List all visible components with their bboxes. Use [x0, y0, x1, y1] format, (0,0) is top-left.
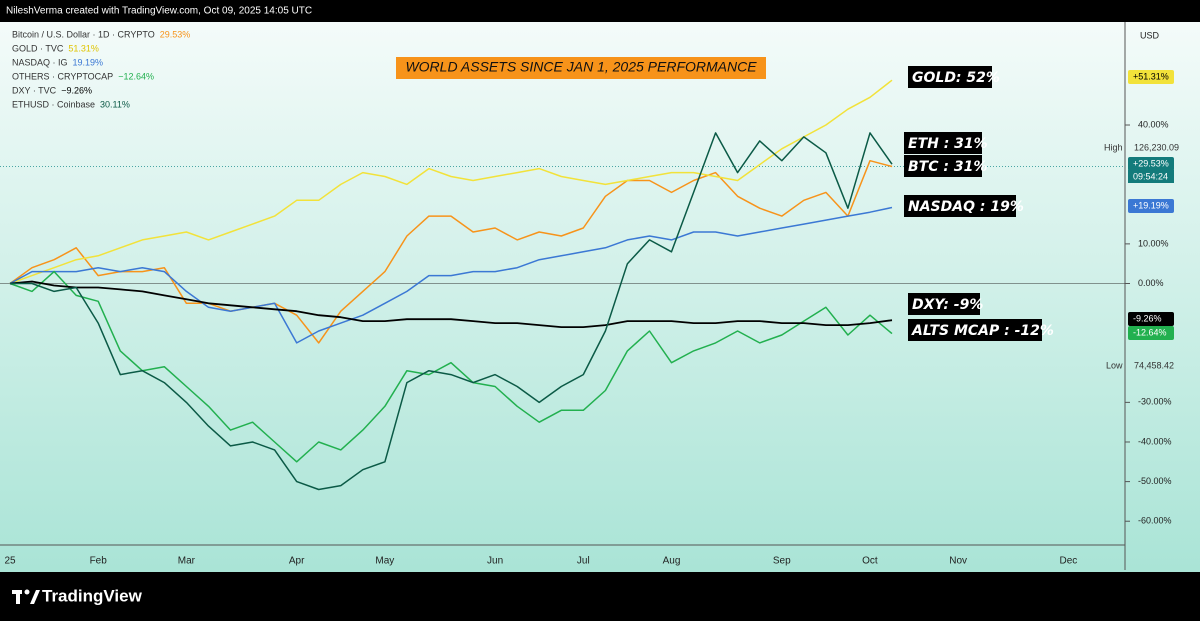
- last-value-label: +51.31%: [1133, 71, 1169, 81]
- annotation: NASDAQ : 19%: [908, 199, 1024, 215]
- x-tick-label: May: [375, 556, 394, 567]
- annotation-box: [908, 319, 1042, 341]
- legend-value: 51.31%: [68, 43, 99, 53]
- header-text: NileshVerma created with TradingView.com…: [6, 6, 312, 17]
- legend-name: ETHUSD · Coinbase: [12, 99, 95, 109]
- y-tick-label: -40.00%: [1138, 436, 1172, 446]
- annotation-box: [904, 195, 1016, 217]
- legend-name: DXY · TVC: [12, 85, 57, 95]
- countdown: 09:54:24: [1133, 171, 1168, 181]
- logo-part: [16, 590, 20, 604]
- logo: [12, 589, 40, 604]
- footer-text: TradingView: [42, 586, 143, 605]
- legend-value: −12.64%: [118, 71, 154, 81]
- x-tick-label: Apr: [289, 556, 305, 567]
- series-line: [9, 206, 893, 344]
- y-tick-label: 10.00%: [1138, 238, 1169, 248]
- x-tick-label: Mar: [178, 556, 196, 567]
- legend-name: NASDAQ · IG: [12, 57, 68, 67]
- annotation-box: [908, 66, 992, 88]
- y-tick-label: -30.00%: [1138, 397, 1172, 407]
- x-tick-label: Oct: [862, 556, 878, 567]
- last-value-label: +19.19%: [1133, 200, 1169, 210]
- annotation-box: [904, 155, 982, 177]
- x-tick-label: Nov: [949, 556, 967, 567]
- logo-part: [30, 590, 40, 604]
- x-tick-label: Jul: [577, 556, 590, 567]
- title-box: [396, 57, 766, 79]
- low-label: Low: [1106, 360, 1123, 370]
- currency-label: USD: [1140, 30, 1160, 40]
- annotation-box: [904, 132, 982, 154]
- x-tick-label: Aug: [663, 556, 681, 567]
- y-tick-label: 0.00%: [1138, 278, 1164, 288]
- x-tick-label: 25: [4, 556, 16, 567]
- chart-title: WORLD ASSETS SINCE JAN 1, 2025 PERFORMAN…: [405, 59, 757, 75]
- last-value-label: -9.26%: [1133, 313, 1162, 323]
- legend-value: 30.11%: [100, 99, 130, 109]
- legend-value: 19.19%: [73, 57, 104, 67]
- series-line: [9, 159, 893, 344]
- high-label: High: [1104, 142, 1123, 152]
- series-line: [9, 280, 893, 328]
- last-value-box: [1128, 157, 1174, 171]
- y-tick-label: -50.00%: [1138, 476, 1172, 486]
- countdown-box: [1128, 170, 1174, 183]
- low-value: 74,458.42: [1134, 360, 1174, 370]
- x-tick-label: Sep: [773, 556, 791, 567]
- last-value-box: [1128, 70, 1174, 84]
- last-value-label: +29.53%: [1133, 158, 1169, 168]
- legend-name: Bitcoin / U.S. Dollar · 1D · CRYPTO: [12, 29, 155, 39]
- header-bar: [0, 0, 1200, 22]
- last-value-box: [1128, 312, 1174, 326]
- y-tick-label: -60.00%: [1138, 516, 1172, 526]
- y-tick-label: 40.00%: [1138, 119, 1169, 129]
- series-line: [9, 79, 893, 285]
- annotation: GOLD: 52%: [912, 70, 1000, 86]
- annotation: ALTS MCAP : -12%: [911, 323, 1054, 339]
- legend-value: −9.26%: [61, 85, 92, 95]
- series-line: [10, 132, 893, 491]
- legend-value: 29.53%: [160, 29, 191, 39]
- last-value-box: [1128, 199, 1174, 213]
- annotation: ETH : 31%: [908, 136, 988, 152]
- x-tick-label: Jun: [487, 556, 503, 567]
- legend-name: GOLD · TVC: [12, 43, 64, 53]
- annotation: DXY: -9%: [912, 297, 983, 313]
- logo-part: [24, 589, 30, 595]
- annotation: BTC : 31%: [908, 159, 987, 175]
- annotation-box: [908, 293, 980, 315]
- x-tick-label: Dec: [1060, 556, 1078, 567]
- high-value: 126,230.09: [1134, 142, 1179, 152]
- last-value-box: [1128, 326, 1174, 340]
- x-tick-label: Feb: [90, 556, 108, 567]
- series-line: [9, 270, 893, 463]
- last-value-label: -12.64%: [1133, 327, 1167, 337]
- legend-name: OTHERS · CRYPTOCAP: [12, 71, 113, 81]
- footer-bar: [0, 572, 1200, 621]
